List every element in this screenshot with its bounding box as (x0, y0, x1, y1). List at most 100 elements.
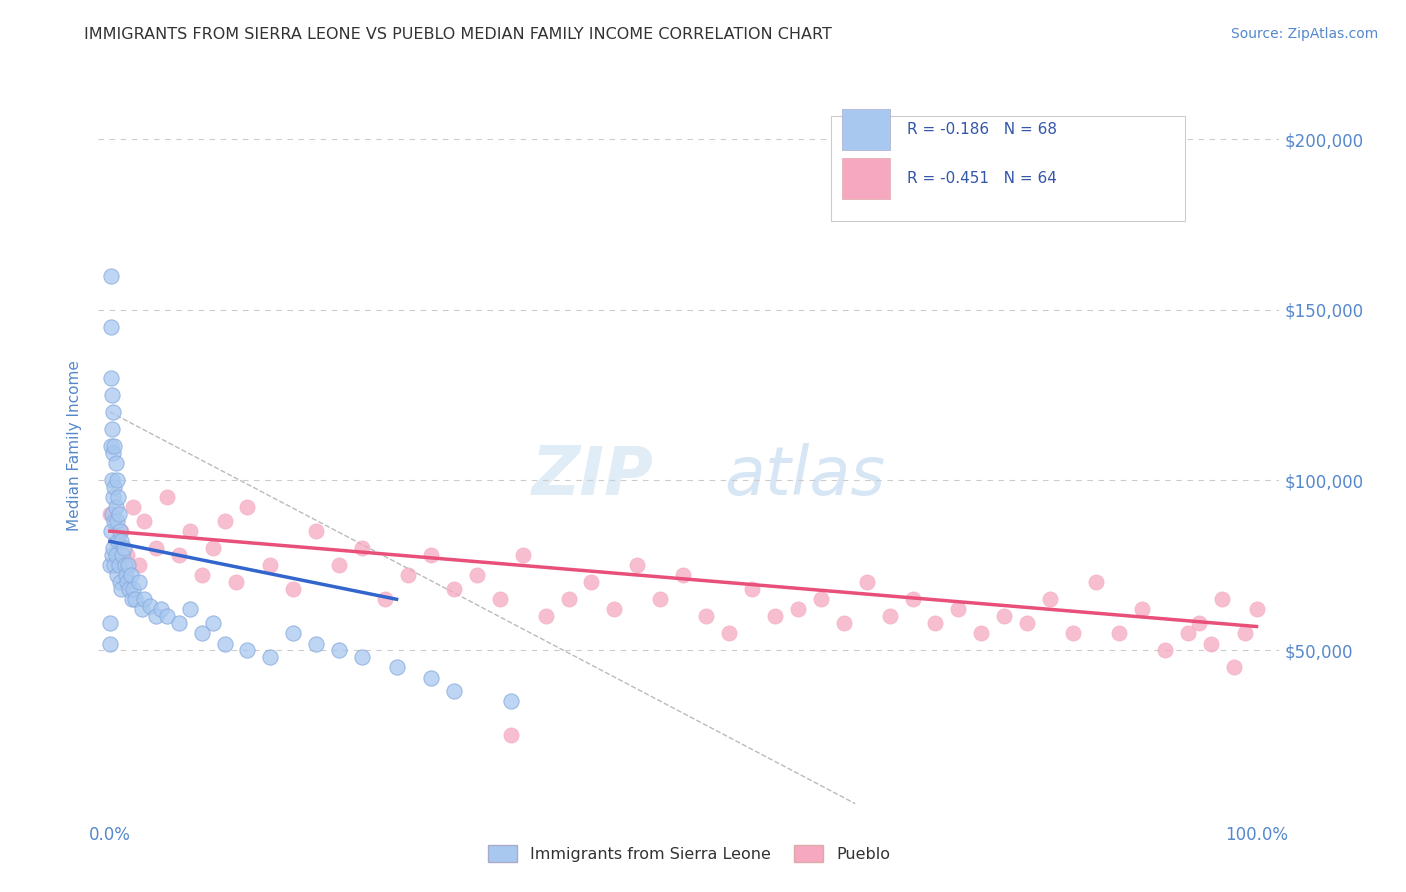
Point (763, 609, 786, 624)
Point (139, 599, 162, 613)
Point (118, 582, 141, 596)
Point (1062, 626, 1084, 640)
Point (103, 439, 125, 453)
Point (103, 446, 125, 460)
Y-axis label: Median Family Income: Median Family Income (67, 360, 83, 532)
Point (103, 541, 125, 556)
Point (1222, 660, 1244, 674)
Point (259, 558, 281, 573)
Point (283, 626, 305, 640)
Point (259, 650, 281, 665)
Point (993, 609, 1015, 624)
Point (328, 558, 350, 573)
Point (305, 524, 328, 538)
Point (101, 388, 124, 402)
Point (131, 602, 153, 616)
Point (1153, 643, 1175, 657)
Point (420, 671, 443, 685)
Point (103, 490, 125, 504)
Point (626, 558, 648, 573)
Point (107, 490, 129, 504)
Bar (842, 109, 890, 150)
Text: R = -0.451   N = 64: R = -0.451 N = 64 (907, 171, 1057, 186)
Point (98, 616, 121, 631)
Point (179, 602, 201, 616)
Point (1199, 636, 1222, 650)
Point (1177, 626, 1199, 640)
Point (557, 592, 579, 607)
Point (115, 548, 138, 562)
Point (581, 575, 603, 590)
Point (128, 575, 150, 590)
Point (156, 490, 179, 504)
Point (145, 609, 167, 624)
Point (512, 548, 534, 562)
Point (117, 558, 139, 573)
Point (121, 582, 143, 596)
Point (100, 439, 122, 453)
Point (121, 592, 143, 607)
Point (124, 592, 146, 607)
Point (465, 568, 488, 582)
Point (110, 524, 132, 538)
Point (108, 558, 131, 573)
Point (101, 473, 124, 487)
Point (1085, 575, 1108, 590)
Point (103, 558, 125, 573)
Point (283, 582, 305, 596)
Point (104, 456, 127, 470)
Point (101, 507, 124, 521)
Point (202, 541, 225, 556)
Text: IMMIGRANTS FROM SIERRA LEONE VS PUEBLO MEDIAN FAMILY INCOME CORRELATION CHART: IMMIGRANTS FROM SIERRA LEONE VS PUEBLO M… (84, 27, 832, 42)
Point (650, 592, 672, 607)
Point (167, 616, 190, 631)
Legend: Immigrants from Sierra Leone, Pueblo: Immigrants from Sierra Leone, Pueblo (482, 838, 896, 869)
Point (1188, 616, 1211, 631)
Point (128, 558, 150, 573)
Point (1039, 592, 1062, 607)
Point (352, 650, 374, 665)
Point (167, 548, 190, 562)
Text: R = -0.186   N = 68: R = -0.186 N = 68 (907, 122, 1057, 137)
Point (110, 582, 132, 596)
Point (115, 575, 138, 590)
Point (225, 575, 247, 590)
Point (105, 473, 128, 487)
Point (190, 626, 212, 640)
Point (145, 541, 167, 556)
Point (114, 558, 136, 573)
Point (105, 568, 128, 582)
Text: ZIP: ZIP (531, 443, 654, 509)
Point (108, 575, 131, 590)
Point (948, 602, 970, 616)
Point (810, 592, 832, 607)
Point (103, 405, 125, 419)
Point (420, 548, 443, 562)
Point (120, 568, 142, 582)
Point (100, 319, 122, 334)
Point (901, 592, 924, 607)
Point (970, 626, 993, 640)
Point (374, 592, 396, 607)
Point (672, 568, 695, 582)
Point (352, 541, 374, 556)
Text: atlas: atlas (724, 443, 886, 509)
Point (1246, 602, 1268, 616)
Point (741, 582, 763, 596)
Point (100, 524, 122, 538)
Point (101, 422, 124, 436)
Point (202, 616, 225, 631)
Point (1017, 616, 1039, 631)
Point (1130, 602, 1153, 616)
Point (534, 609, 557, 624)
Point (108, 507, 131, 521)
Point (101, 548, 124, 562)
Point (443, 684, 465, 698)
Point (501, 694, 523, 708)
Point (236, 643, 259, 657)
Text: Source: ZipAtlas.com: Source: ZipAtlas.com (1230, 27, 1378, 41)
Point (695, 609, 717, 624)
Point (718, 626, 741, 640)
Point (305, 636, 328, 650)
Point (134, 592, 156, 607)
